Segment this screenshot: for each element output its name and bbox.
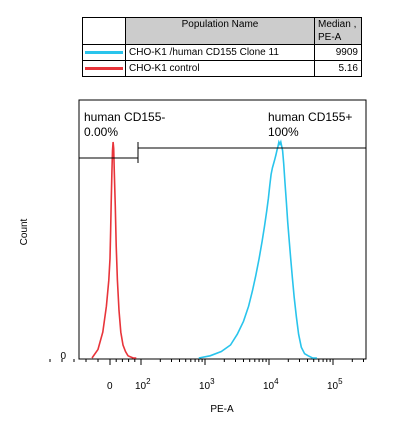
x-axis-ticks: [49, 359, 364, 365]
gate-positive-percent: 100%: [268, 125, 299, 139]
series-line-control: [91, 141, 137, 359]
legend-table: Population Name Median , PE-A CHO-K1 /hum…: [82, 17, 362, 77]
gate-positive-label: human CD155+: [268, 110, 352, 124]
legend-header-blank: [82, 17, 126, 45]
legend-row: CHO-K1 control 5.16: [82, 60, 362, 77]
plot-frame: [78, 99, 367, 360]
gate-negative-label: human CD155-: [84, 110, 165, 124]
series-line-clone11: [198, 139, 317, 359]
x-tick-label: 104: [263, 377, 279, 392]
x-tick-label: 0: [107, 381, 113, 392]
gate-group: human CD155- 0.00% human CD155+ 100%: [79, 110, 366, 163]
legend-row-name: CHO-K1 control: [125, 60, 315, 77]
x-axis-tick-labels: 0 102 103 104 105: [107, 377, 343, 392]
x-tick-label: 102: [135, 377, 151, 392]
legend-swatch-line: [85, 67, 123, 70]
legend-row-median: 5.16: [314, 60, 362, 77]
y-axis-label: Count: [19, 218, 30, 245]
x-axis-label: PE-A: [210, 404, 234, 415]
legend-header-median-line2: PE-A: [318, 32, 342, 43]
x-tick-label: 105: [327, 377, 343, 392]
y-tick-label-0: 0: [60, 351, 66, 362]
legend-swatch-clone11: [82, 44, 126, 61]
series-group: [91, 139, 317, 359]
legend-header-median-line1: Median ,: [318, 19, 357, 30]
legend-swatch-control: [82, 60, 126, 77]
gate-negative-percent: 0.00%: [84, 125, 118, 139]
legend-swatch-line: [85, 51, 123, 54]
x-tick-label: 103: [199, 377, 215, 392]
legend-header-median: Median , PE-A: [314, 17, 362, 45]
